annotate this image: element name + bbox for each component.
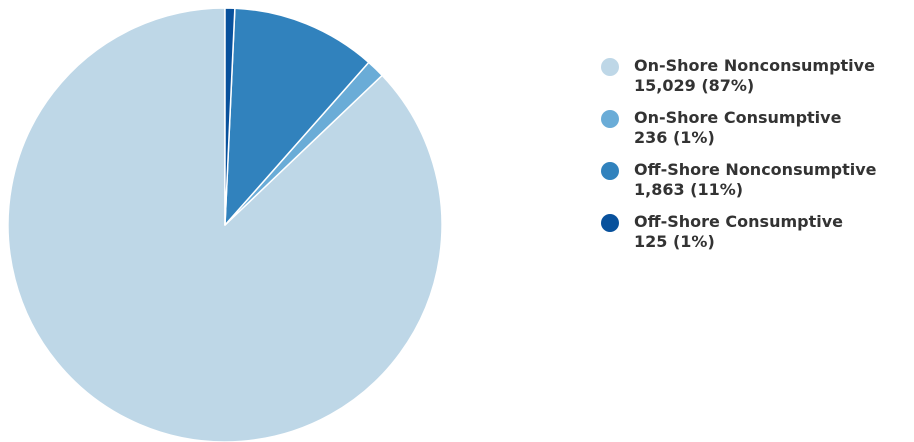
legend-label: Off-Shore Consumptive [634,212,843,231]
legend-item-off-shore-consumptive[interactable]: Off-Shore Consumptive 125 (1%) [601,212,877,264]
chart-legend: On-Shore Nonconsumptive 15,029 (87%) On-… [601,56,877,264]
legend-item-off-shore-nonconsumptive[interactable]: Off-Shore Nonconsumptive 1,863 (11%) [601,160,877,212]
pie-slice-off-shore-consumptive[interactable] [224,7,236,226]
legend-item-on-shore-consumptive[interactable]: On-Shore Consumptive 236 (1%) [601,108,877,160]
legend-swatch [601,58,619,76]
legend-label: On-Shore Consumptive [634,108,842,127]
pie-slice-off-shore-nonconsumptive[interactable] [224,7,370,226]
legend-swatch [601,162,619,180]
pie-chart [7,7,443,442]
legend-swatch [601,214,619,232]
legend-value: 1,863 (11%) [634,180,744,199]
legend-item-on-shore-nonconsumptive[interactable]: On-Shore Nonconsumptive 15,029 (87%) [601,56,877,108]
legend-value: 15,029 (87%) [634,76,755,95]
legend-swatch [601,110,619,128]
legend-value: 125 (1%) [634,232,715,251]
legend-label: On-Shore Nonconsumptive [634,56,875,75]
legend-label: Off-Shore Nonconsumptive [634,160,877,179]
legend-value: 236 (1%) [634,128,715,147]
